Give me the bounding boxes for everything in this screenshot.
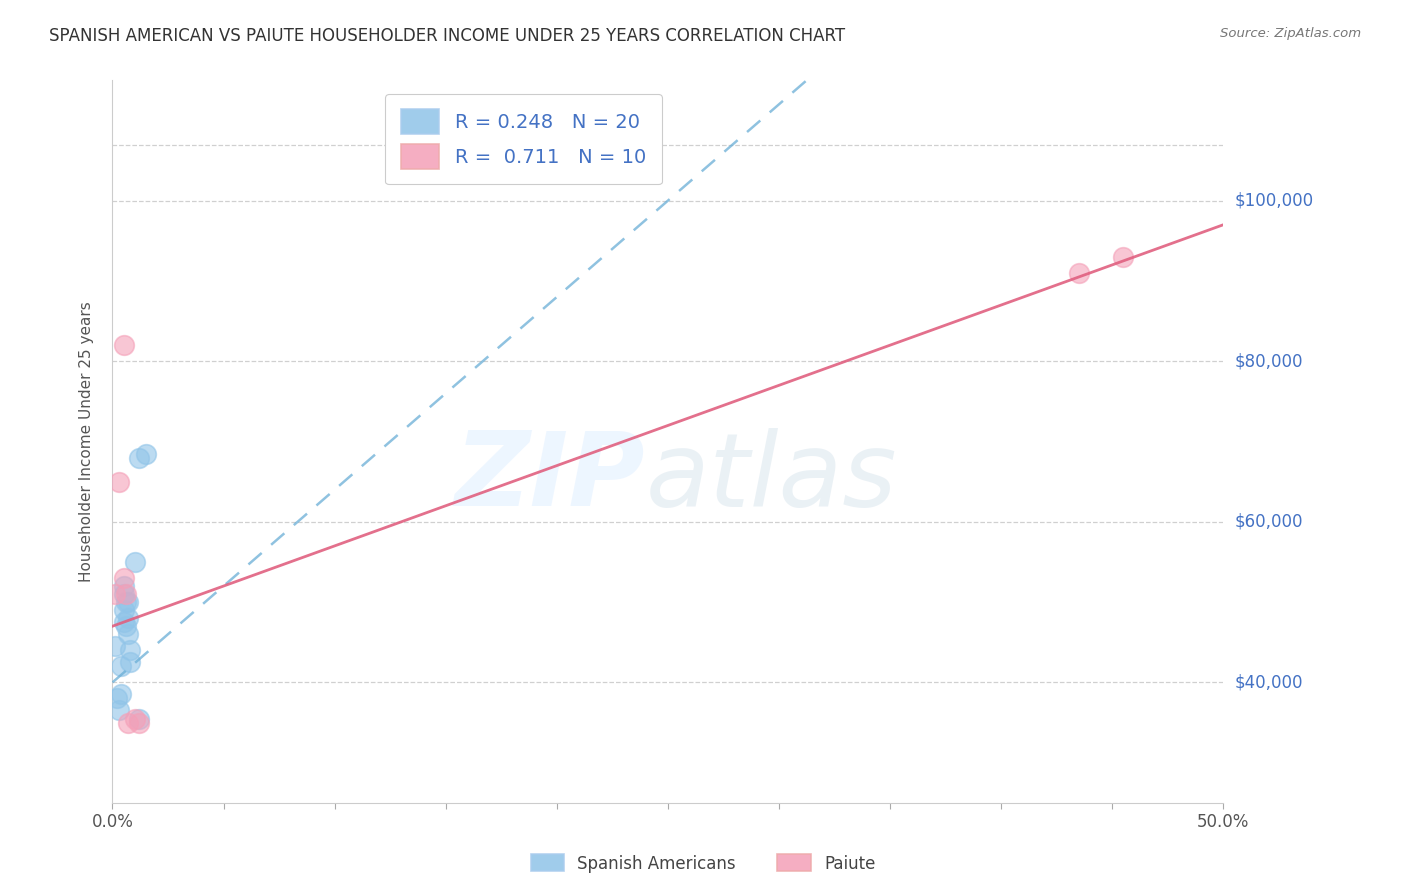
Point [112,338,135,352]
Point [117,627,139,641]
Point [1067,266,1090,280]
Point [114,619,136,633]
Point [105,691,128,706]
Point [120,643,142,657]
Point [112,603,135,617]
Y-axis label: Householder Income Under 25 years: Householder Income Under 25 years [79,301,94,582]
Text: atlas: atlas [645,427,897,528]
Point [104,639,127,653]
Text: Source: ZipAtlas.com: Source: ZipAtlas.com [1220,27,1361,40]
Text: SPANISH AMERICAN VS PAIUTE HOUSEHOLDER INCOME UNDER 25 YEARS CORRELATION CHART: SPANISH AMERICAN VS PAIUTE HOUSEHOLDER I… [49,27,845,45]
Legend: Spanish Americans, Paiute: Spanish Americans, Paiute [524,847,882,880]
Point [104,587,127,601]
Point [128,715,150,730]
Text: $60,000: $60,000 [1234,513,1303,531]
Text: $40,000: $40,000 [1234,673,1303,691]
Point [117,595,139,609]
Point [124,712,146,726]
Point [135,446,157,460]
Point [112,579,135,593]
Point [114,595,136,609]
Point [112,615,135,630]
Text: $100,000: $100,000 [1234,192,1313,210]
Legend: R = 0.248   N = 20, R =  0.711   N = 10: R = 0.248 N = 20, R = 0.711 N = 10 [385,94,662,185]
Text: ZIP: ZIP [456,427,645,528]
Text: $80,000: $80,000 [1234,352,1303,370]
Point [108,475,131,489]
Point [117,715,139,730]
Point [124,555,146,569]
Point [128,712,150,726]
Point [110,687,132,701]
Point [117,611,139,625]
Point [128,450,150,465]
Point [114,587,136,601]
Point [1112,250,1135,264]
Point [120,655,142,669]
Point [108,703,131,717]
Point [112,587,135,601]
Point [110,659,132,673]
Point [112,571,135,585]
